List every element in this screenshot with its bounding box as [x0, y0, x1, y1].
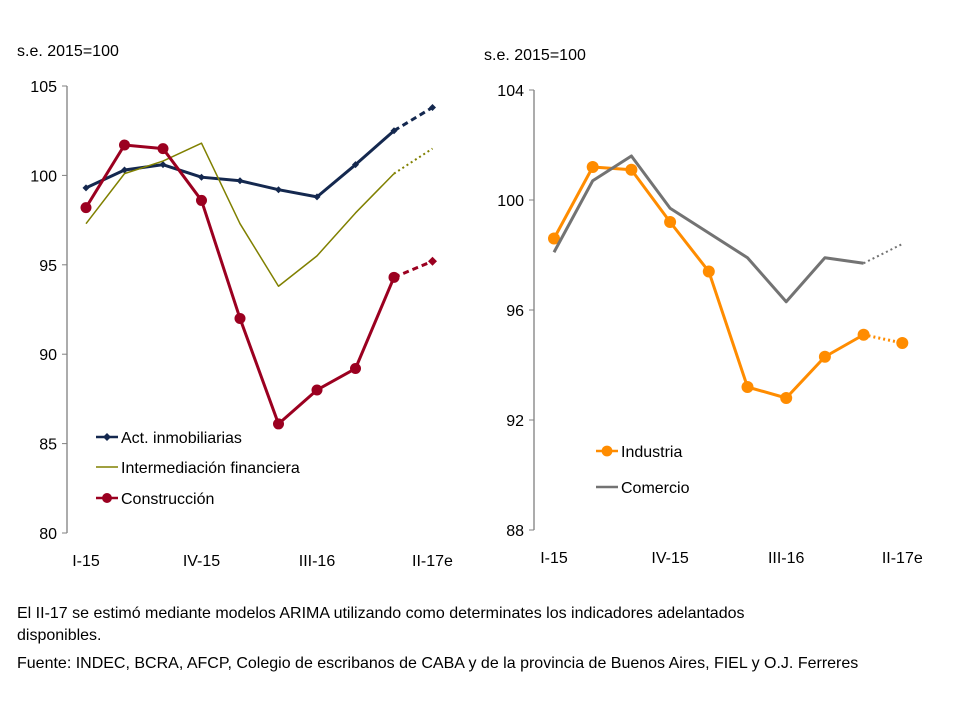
data-point — [273, 418, 284, 430]
data-point — [741, 381, 754, 393]
x-tick-label: IV-15 — [183, 553, 220, 570]
legend-label: Intermediación financiera — [121, 460, 300, 477]
y-tick-label: 96 — [506, 303, 524, 320]
series-line — [85, 129, 395, 199]
chart-panel-2: s.e. 2015=100 88 92 96 100 104 I-15 IV-15 III-16… — [484, 47, 923, 567]
y-tick-label: 90 — [39, 347, 57, 364]
series-intermediaci-n-financiera — [85, 142, 434, 288]
data-point — [350, 363, 361, 375]
legend-marker — [102, 493, 112, 503]
data-point — [159, 161, 167, 169]
legend-item: Comercio — [596, 480, 690, 497]
series-industria — [548, 161, 909, 404]
y-axis-label: s.e. 2015=100 — [484, 47, 586, 64]
legend-label: Industria — [621, 444, 682, 461]
x-tick-label: IV-15 — [651, 550, 688, 567]
data-point — [234, 312, 246, 324]
legend-label: Comercio — [621, 480, 690, 497]
estimate-segment — [393, 259, 434, 279]
data-point — [390, 127, 398, 135]
data-point — [236, 177, 244, 185]
data-point — [702, 265, 715, 278]
estimate-segment — [393, 147, 434, 175]
data-point — [857, 328, 870, 341]
data-point — [198, 173, 205, 181]
y-tick-label: 88 — [506, 523, 524, 540]
legend-item: Industria — [596, 444, 682, 461]
data-point — [119, 139, 130, 151]
y-tick-label: 105 — [30, 79, 57, 96]
legend-label: Act. inmobiliarias — [121, 430, 242, 447]
data-point — [586, 161, 599, 173]
legend-item: Intermediación financiera — [96, 460, 300, 477]
legend-marker — [601, 445, 613, 457]
data-point — [818, 350, 831, 363]
estimate-segment — [393, 106, 434, 132]
x-tick-label: I-15 — [72, 553, 100, 570]
data-point — [352, 161, 359, 169]
legend-label: Construcción — [121, 491, 214, 508]
x-tick-label: I-15 — [540, 550, 568, 567]
data-point — [388, 271, 400, 283]
y-tick-label: 80 — [39, 526, 57, 543]
series-line — [552, 165, 865, 400]
x-tick-label: II-17e — [412, 553, 453, 570]
series-act-inmobiliarias — [82, 103, 436, 201]
data-point — [157, 143, 169, 155]
data-point — [428, 256, 437, 266]
x-tick-label: II-17e — [882, 550, 923, 567]
y-tick-label: 85 — [39, 437, 57, 454]
data-point — [121, 166, 128, 174]
data-point — [80, 202, 92, 214]
data-point — [664, 216, 677, 228]
data-point — [548, 232, 560, 245]
series-comercio — [552, 154, 903, 304]
legend-item: Construcción — [96, 491, 214, 508]
series-line — [84, 143, 396, 426]
y-tick-label: 104 — [497, 83, 524, 100]
footnote-source: Fuente: INDEC, BCRA, AFCP, Colegio de es… — [17, 655, 859, 672]
y-tick-label: 100 — [30, 168, 57, 185]
x-tick-label: III-16 — [768, 550, 805, 567]
estimate-segment — [863, 243, 903, 265]
data-point — [275, 186, 282, 194]
data-point — [625, 163, 638, 176]
series-line — [552, 154, 864, 304]
data-point — [196, 194, 207, 206]
data-point — [82, 184, 90, 192]
x-tick-label: III-16 — [299, 553, 336, 570]
y-tick-label: 92 — [506, 413, 524, 430]
data-point — [896, 337, 909, 349]
legend-item: Act. inmobiliarias — [96, 430, 242, 447]
series-line — [85, 142, 395, 288]
chart-panel-1: s.e. 2015=100 80 85 90 95 100 105 I-15 IV-15 III-… — [17, 43, 453, 570]
data-point — [780, 392, 793, 404]
estimate-segment — [863, 333, 903, 345]
footnote-line-1: El II-17 se estimó mediante modelos ARIM… — [17, 605, 745, 622]
y-tick-label: 100 — [497, 193, 524, 210]
legend-marker — [103, 433, 111, 441]
y-axis-label: s.e. 2015=100 — [17, 43, 119, 60]
data-point — [313, 193, 321, 201]
series-construcci-n — [80, 139, 437, 430]
y-tick-label: 95 — [39, 258, 57, 275]
footnote-line-2: disponibles. — [17, 627, 102, 644]
data-point — [429, 103, 436, 111]
data-point — [311, 384, 323, 396]
